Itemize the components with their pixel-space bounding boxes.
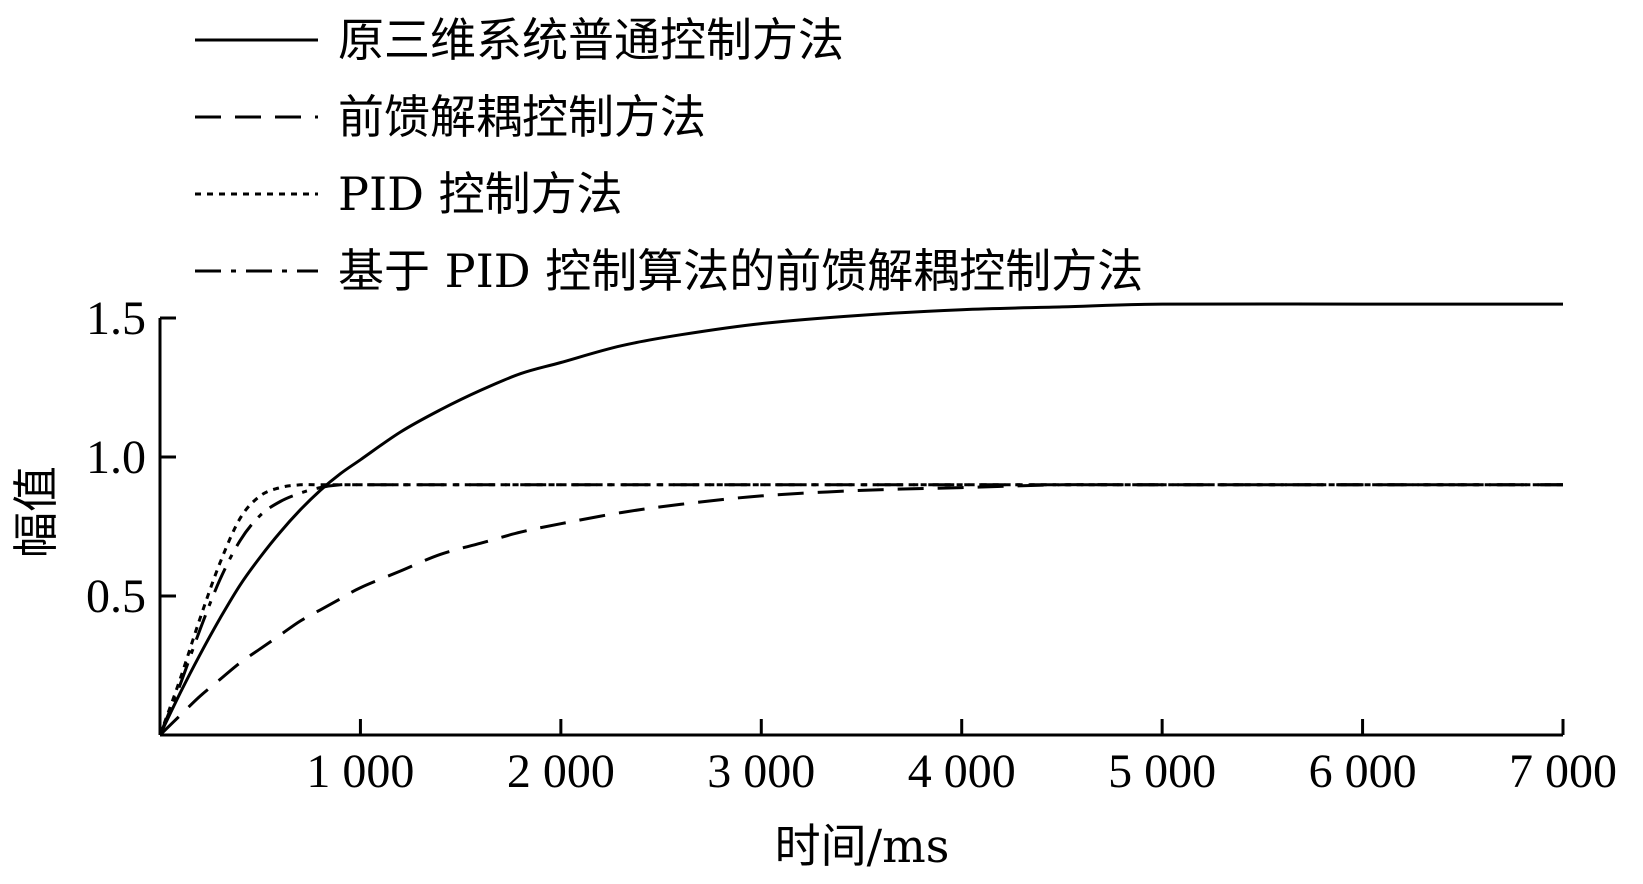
x-tick-label: 5 000 <box>1108 745 1216 798</box>
series-line-2 <box>158 483 1563 737</box>
axes: 0.5 1.0 1.5 1 000 2 000 3 000 4 000 5 000 6 000 7… <box>86 292 1617 798</box>
x-tick-label: 2 000 <box>507 745 615 798</box>
y-tick-label: 0.5 <box>86 570 146 623</box>
y-axis-title: 幅值 <box>9 466 63 558</box>
x-axis-title: 时间/ms <box>775 819 950 873</box>
y-tick-label: 1.0 <box>86 431 146 484</box>
x-tick-label: 4 000 <box>908 745 1016 798</box>
x-tick-label: 1 000 <box>306 745 414 798</box>
series-line-3 <box>158 483 1563 736</box>
legend-label-2: 前馈解耦控制方法 <box>338 90 706 144</box>
y-tick-label: 1.5 <box>86 292 146 345</box>
legend-label-4: 基于 PID 控制算法的前馈解耦控制方法 <box>338 244 1143 298</box>
series-line-4 <box>158 483 1563 736</box>
x-tick-label: 3 000 <box>707 745 815 798</box>
x-tick-label: 7 000 <box>1509 745 1617 798</box>
legend-label-1: 原三维系统普通控制方法 <box>338 13 844 67</box>
series-line-1 <box>158 302 1563 736</box>
x-tick-label: 6 000 <box>1309 745 1417 798</box>
legend-label-3: PID 控制方法 <box>338 167 623 221</box>
series-layer <box>158 302 1563 737</box>
